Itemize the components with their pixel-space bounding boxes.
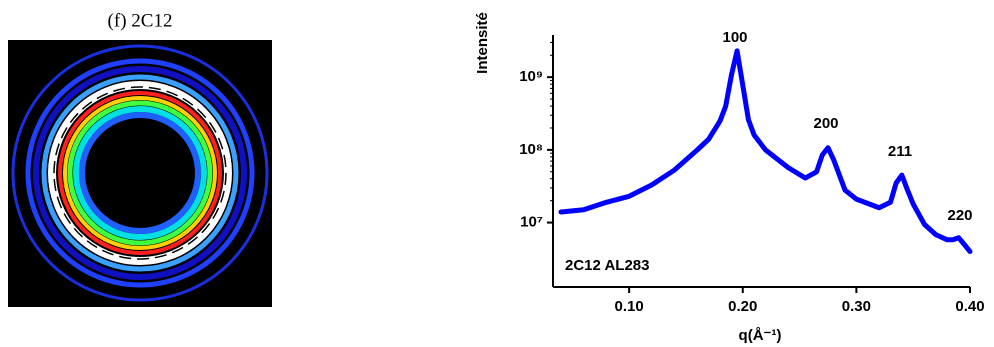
x-tick-label: 0.20 xyxy=(728,298,757,315)
y-tick-label: 10⁷ xyxy=(520,214,543,231)
peak-label: 100 xyxy=(722,29,747,46)
y-tick-label: 10⁹ xyxy=(519,68,543,85)
scattering-image xyxy=(8,40,272,307)
y-axis-label: Intensité xyxy=(474,12,491,74)
x-tick-label: 0.10 xyxy=(615,298,644,315)
sample-label: 2C12 AL283 xyxy=(565,257,650,274)
x-tick-label: 0.40 xyxy=(955,298,984,315)
panel-title: (f) 2C12 xyxy=(108,10,173,31)
data-line xyxy=(558,48,973,255)
peak-label: 211 xyxy=(888,143,912,160)
x-axis-label: q(Å⁻¹) xyxy=(739,327,782,344)
y-tick-label: 10⁸ xyxy=(519,141,543,158)
peak-label: 220 xyxy=(947,207,972,224)
peak-label: 200 xyxy=(813,115,838,132)
x-tick-label: 0.30 xyxy=(842,298,871,315)
